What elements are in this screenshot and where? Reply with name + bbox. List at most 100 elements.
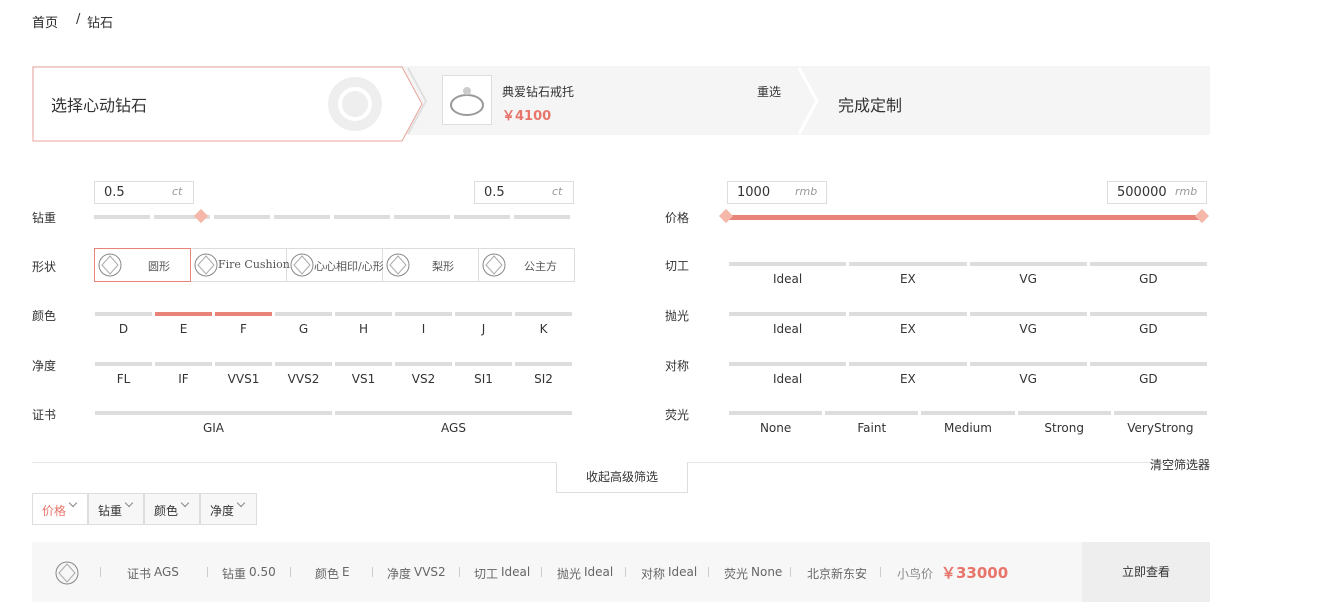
sort-label[interactable]: 净度 — [210, 504, 235, 518]
option-label[interactable]: IF — [178, 372, 189, 386]
option-bar[interactable] — [275, 362, 332, 366]
option-label[interactable]: EX — [899, 322, 916, 336]
option-bar[interactable] — [729, 362, 847, 366]
option-label[interactable]: Faint — [857, 421, 887, 435]
option-bar[interactable] — [825, 411, 919, 415]
option-label[interactable]: SI2 — [534, 372, 553, 386]
option-label[interactable]: VG — [1019, 272, 1037, 286]
option-label[interactable]: VS1 — [351, 372, 376, 386]
range-input[interactable] — [727, 181, 827, 204]
option-bar[interactable] — [849, 362, 967, 366]
shape-option[interactable] — [382, 248, 479, 282]
option-bar[interactable] — [1089, 312, 1207, 316]
shape-name: 公主方 — [524, 260, 557, 273]
option-bar[interactable] — [1017, 411, 1111, 415]
shape-option[interactable] — [286, 248, 383, 282]
sort-label[interactable]: 钻重 — [98, 504, 123, 518]
option-bar[interactable] — [515, 362, 572, 366]
option-label[interactable]: VS2 — [411, 372, 436, 386]
option-bar[interactable] — [215, 362, 272, 366]
option-label[interactable]: VG — [1019, 322, 1037, 336]
spec-value: VVS2 — [414, 565, 446, 579]
option-bar[interactable] — [155, 312, 212, 316]
option-label[interactable]: EX — [899, 272, 916, 286]
option-bar[interactable] — [969, 312, 1087, 316]
option-label[interactable]: H — [358, 322, 369, 336]
option-label[interactable]: I — [421, 322, 426, 336]
breadcrumb-current: 钻石 — [87, 16, 114, 31]
option-bar[interactable] — [921, 411, 1015, 415]
option-label[interactable]: Medium — [943, 421, 992, 435]
option-bar[interactable] — [155, 362, 212, 366]
breadcrumb-home[interactable]: 首页 — [32, 16, 59, 31]
option-label[interactable]: VeryStrong — [1127, 421, 1194, 435]
option-label[interactable]: G — [298, 322, 309, 336]
shape-option[interactable] — [478, 248, 575, 282]
option-bar[interactable] — [729, 411, 823, 415]
option-label[interactable]: Strong — [1044, 421, 1084, 435]
option-label[interactable]: Ideal — [773, 322, 803, 336]
option-label[interactable]: GD — [1139, 372, 1158, 386]
slider-thumb[interactable] — [1194, 208, 1210, 224]
option-label[interactable]: J — [481, 322, 486, 336]
option-label[interactable]: VVS1 — [227, 372, 260, 386]
option-bar[interactable] — [455, 312, 512, 316]
option-bar[interactable] — [729, 262, 847, 266]
range-input[interactable] — [1107, 181, 1207, 204]
option-label[interactable]: K — [539, 322, 548, 336]
option-bar[interactable] — [1089, 362, 1207, 366]
option-bar[interactable] — [215, 312, 272, 316]
option-bar[interactable] — [515, 312, 572, 316]
reselect[interactable]: 重选 — [757, 85, 782, 99]
option-bar[interactable] — [335, 362, 392, 366]
option-label[interactable]: Ideal — [773, 372, 803, 386]
step1-title: 选择心动钻石 — [51, 96, 148, 115]
option-bar[interactable] — [969, 362, 1087, 366]
slider-thumb[interactable] — [718, 208, 734, 224]
option-label[interactable]: EX — [899, 372, 916, 386]
option-bar[interactable] — [95, 362, 152, 366]
sort-label[interactable]: 颜色 — [154, 504, 179, 518]
option-label[interactable]: FL — [116, 372, 131, 386]
option-bar[interactable] — [335, 411, 572, 415]
option-label[interactable]: AGS — [441, 421, 466, 435]
option-label[interactable]: Ideal — [773, 272, 803, 286]
sort-tab[interactable] — [32, 493, 88, 525]
option-label[interactable]: E — [179, 322, 188, 336]
range-input[interactable] — [474, 181, 574, 204]
sort-tab[interactable] — [144, 493, 200, 525]
clear-filters[interactable]: 清空筛选器 — [1150, 458, 1211, 472]
option-bar[interactable] — [1089, 262, 1207, 266]
range-input[interactable] — [94, 181, 194, 204]
option-label[interactable]: GIA — [202, 421, 225, 435]
collapse-button[interactable]: 收起高级筛选 — [556, 462, 688, 493]
option-label[interactable]: F — [240, 322, 247, 336]
sort-tab[interactable] — [200, 493, 257, 525]
view-button[interactable]: 立即查看 — [1082, 542, 1210, 602]
slider-track — [334, 215, 390, 219]
option-bar[interactable] — [395, 312, 452, 316]
option-label[interactable]: D — [118, 322, 129, 336]
option-bar[interactable] — [275, 312, 332, 316]
option-label[interactable]: GD — [1139, 272, 1158, 286]
sort-tab[interactable] — [88, 493, 144, 525]
option-label[interactable]: GD — [1139, 322, 1158, 336]
option-label[interactable]: VG — [1019, 372, 1037, 386]
option-bar[interactable] — [395, 362, 452, 366]
option-bar[interactable] — [849, 262, 967, 266]
shape-option[interactable] — [94, 248, 191, 282]
option-bar[interactable] — [335, 312, 392, 316]
option-bar[interactable] — [969, 262, 1087, 266]
option-label[interactable]: None — [759, 421, 792, 435]
option-bar[interactable] — [455, 362, 512, 366]
option-bar[interactable] — [95, 312, 152, 316]
spec-value: Ideal — [668, 565, 698, 579]
slider-thumb[interactable] — [193, 208, 209, 224]
option-bar[interactable] — [729, 312, 847, 316]
option-bar[interactable] — [849, 312, 967, 316]
option-bar[interactable] — [95, 411, 332, 415]
sort-label[interactable]: 价格 — [42, 504, 67, 518]
option-label[interactable]: VVS2 — [287, 372, 320, 386]
option-label[interactable]: SI1 — [474, 372, 493, 386]
option-bar[interactable] — [1113, 411, 1207, 415]
